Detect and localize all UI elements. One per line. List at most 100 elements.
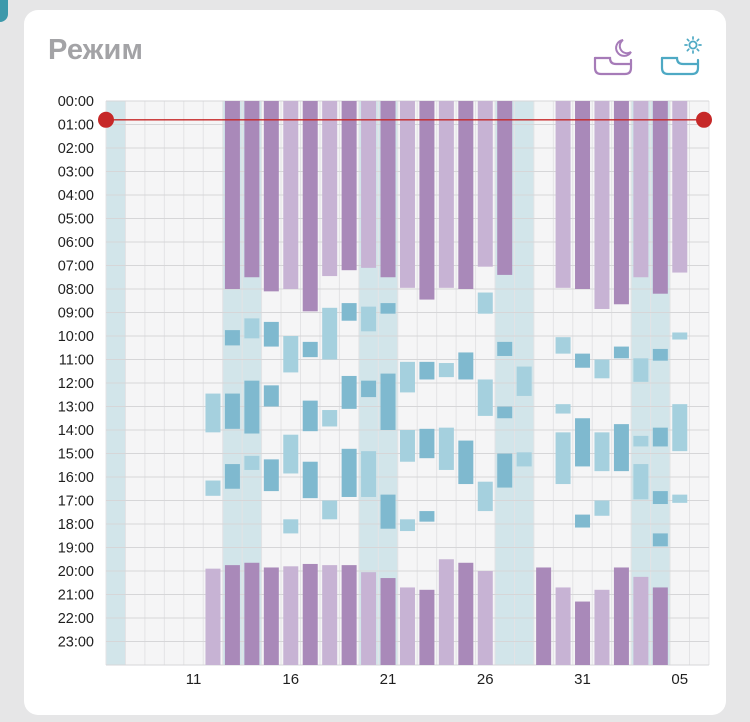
page-title: Режим: [48, 34, 144, 66]
night-sleep-bar: [244, 101, 260, 278]
night-sleep-bar: [594, 101, 610, 309]
night-sleep-bar: [283, 101, 299, 289]
day-nap-bar: [516, 366, 532, 396]
day-nap-bar: [380, 373, 396, 430]
y-tick-label: 23:00: [58, 635, 94, 651]
day-nap-bar: [244, 380, 260, 434]
night-sleep-bar: [399, 587, 415, 665]
y-tick-label: 11:00: [59, 353, 94, 369]
night-sleep-bar: [438, 559, 454, 665]
day-nap-bar: [652, 348, 668, 361]
night-sleep-bar: [575, 101, 591, 289]
night-sleep-bar: [652, 587, 668, 665]
night-sleep-bar: [302, 563, 318, 665]
y-tick-label: 03:00: [58, 165, 94, 181]
night-sleep-bar: [575, 601, 591, 665]
day-nap-bar: [224, 464, 240, 489]
night-sleep-bar: [302, 101, 318, 312]
night-sleep-bar: [633, 576, 649, 665]
night-sleep-bar: [244, 562, 260, 665]
night-sleep-bar: [536, 567, 552, 665]
day-nap-bar: [205, 393, 221, 433]
night-sleep-bar: [380, 101, 396, 278]
y-tick-label: 09:00: [58, 306, 94, 322]
x-tick-label: 26: [477, 671, 494, 688]
day-nap-bar: [302, 461, 318, 499]
day-nap-bar: [341, 448, 357, 497]
night-sleep-bar: [341, 565, 357, 665]
y-tick-label: 04:00: [58, 188, 94, 204]
y-tick-label: 17:00: [58, 494, 94, 510]
night-sleep-bar: [283, 566, 299, 665]
day-nap-bar: [575, 514, 591, 528]
y-tick-label: 13:00: [58, 400, 94, 416]
night-sleep-bar: [672, 101, 688, 273]
day-nap-bar: [322, 500, 338, 520]
night-sleep-bar: [438, 101, 454, 288]
night-sleep-bar: [497, 101, 513, 275]
y-tick-label: 21:00: [58, 588, 94, 604]
day-nap-bar: [399, 361, 415, 393]
day-nap-bar: [263, 459, 279, 492]
day-nap-bar: [516, 452, 532, 467]
day-nap-bar: [477, 379, 493, 416]
night-sleep-bar: [633, 101, 649, 278]
night-sleep-bar: [419, 589, 435, 665]
night-sleep-bar: [477, 571, 493, 665]
day-nap-bar: [399, 430, 415, 462]
day-nap-bar: [613, 424, 629, 472]
day-nap-bar: [633, 435, 649, 447]
day-nap-bar: [419, 428, 435, 459]
y-tick-label: 19:00: [58, 541, 94, 557]
day-nap-bar: [575, 353, 591, 368]
day-nap-bar: [497, 341, 513, 356]
y-tick-label: 20:00: [58, 564, 94, 580]
day-nap-bar: [652, 427, 668, 447]
day-nap-bar: [283, 336, 299, 373]
x-tick-label: 11: [186, 671, 202, 688]
night-sleep-bar: [458, 562, 474, 665]
night-sleep-bar: [652, 101, 668, 294]
x-tick-label: 31: [574, 671, 591, 688]
day-nap-bar: [497, 406, 513, 419]
y-tick-label: 16:00: [58, 470, 94, 486]
night-sleep-bar: [380, 578, 396, 665]
day-nap-bar: [322, 307, 338, 360]
night-sleep-bar: [555, 587, 571, 665]
y-tick-label: 06:00: [58, 235, 94, 251]
y-tick-label: 12:00: [58, 376, 94, 392]
day-nap-bar: [380, 494, 396, 529]
night-sleep-bar: [458, 101, 474, 289]
crib-moon-icon[interactable]: [590, 34, 636, 80]
day-nap-bar: [575, 418, 591, 467]
y-tick-label: 00:00: [58, 94, 94, 110]
night-sleep-bar: [263, 567, 279, 665]
day-nap-bar: [458, 352, 474, 380]
y-tick-label: 05:00: [58, 212, 94, 228]
x-tick-label: 16: [282, 671, 299, 688]
y-tick-label: 14:00: [58, 423, 94, 439]
day-nap-bar: [341, 303, 357, 321]
night-sleep-bar: [361, 101, 377, 268]
day-nap-bar: [263, 385, 279, 407]
y-tick-label: 10:00: [58, 329, 94, 345]
y-tick-label: 07:00: [58, 259, 94, 275]
y-tick-label: 22:00: [58, 611, 94, 627]
day-nap-bar: [205, 480, 221, 496]
day-nap-bar: [633, 464, 649, 500]
day-nap-bar: [497, 453, 513, 488]
night-sleep-bar: [555, 101, 571, 288]
day-nap-bar: [283, 519, 299, 534]
day-nap-bar: [361, 306, 377, 332]
day-nap-bar: [652, 533, 668, 547]
day-nap-bar: [458, 440, 474, 485]
day-nap-bar: [594, 432, 610, 472]
night-sleep-bar: [419, 101, 435, 300]
night-sleep-bar: [322, 101, 338, 277]
day-nap-bar: [672, 404, 688, 452]
day-nap-bar: [341, 375, 357, 409]
crib-sun-icon[interactable]: [657, 34, 703, 80]
day-nap-bar: [283, 434, 299, 474]
night-sleep-bar: [224, 101, 240, 289]
